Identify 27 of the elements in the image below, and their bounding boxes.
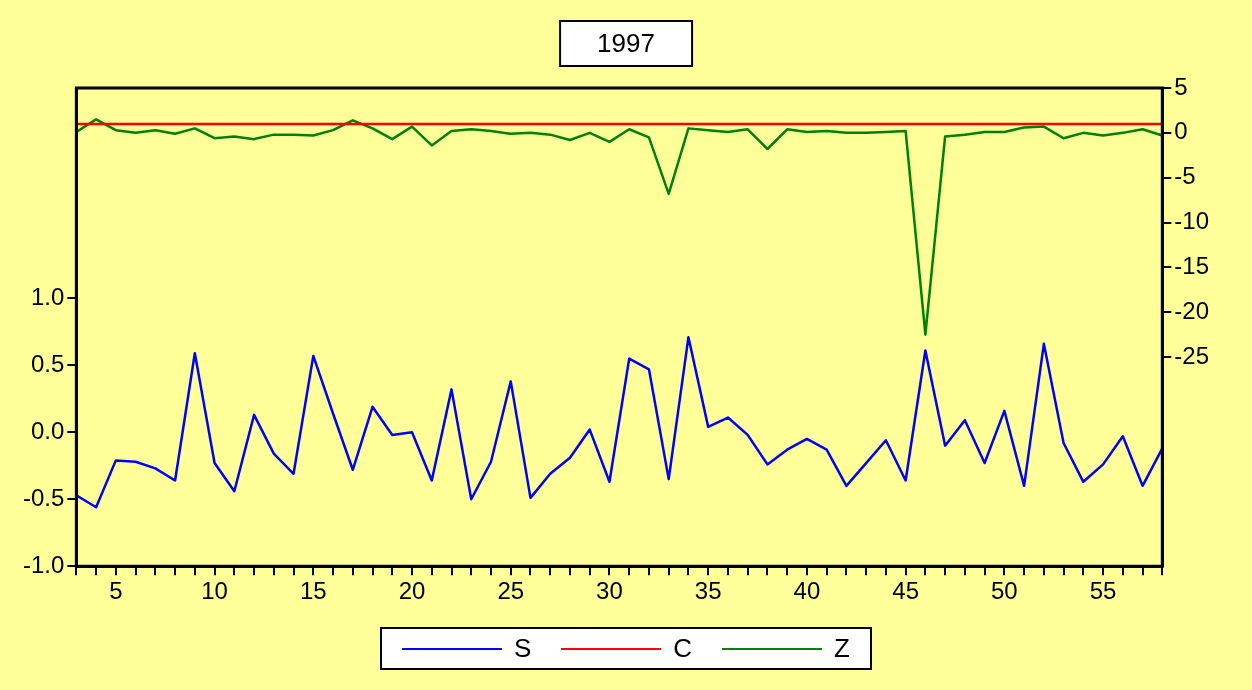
x-tick-label: 10 [201,577,228,605]
y2-tick-label: -20 [1174,296,1209,324]
y-tick-label: 0.0 [30,416,65,444]
x-tick-label: 30 [596,577,623,605]
legend-label: S [513,633,532,664]
y-tick-label: 0.5 [30,349,65,377]
y-tick-label: -0.5 [23,483,65,511]
y2-tick-label: -15 [1174,252,1209,280]
x-tick-label: 15 [299,577,327,605]
y2-tick-label: -5 [1174,162,1196,190]
x-tick-label: 45 [892,577,919,605]
x-tick-label: 40 [793,577,821,605]
x-tick-label: 25 [497,577,525,605]
x-tick-label: 5 [109,577,123,605]
x-tick-label: 20 [398,577,426,605]
legend-label: Z [834,633,851,664]
y2-tick-label: 0 [1174,117,1188,145]
x-tick-label: 55 [1089,577,1117,605]
y2-tick-label: -10 [1174,207,1209,235]
y-tick-label: 1.0 [30,282,65,310]
y2-tick-label: -25 [1174,341,1209,369]
y2-tick-label: 5 [1174,72,1188,100]
x-tick-label: 50 [991,577,1018,605]
legend-label: C [673,633,693,664]
chart-title: 1997 [559,20,693,67]
y-tick-label: -1.0 [23,550,65,578]
x-tick-label: 35 [694,577,722,605]
